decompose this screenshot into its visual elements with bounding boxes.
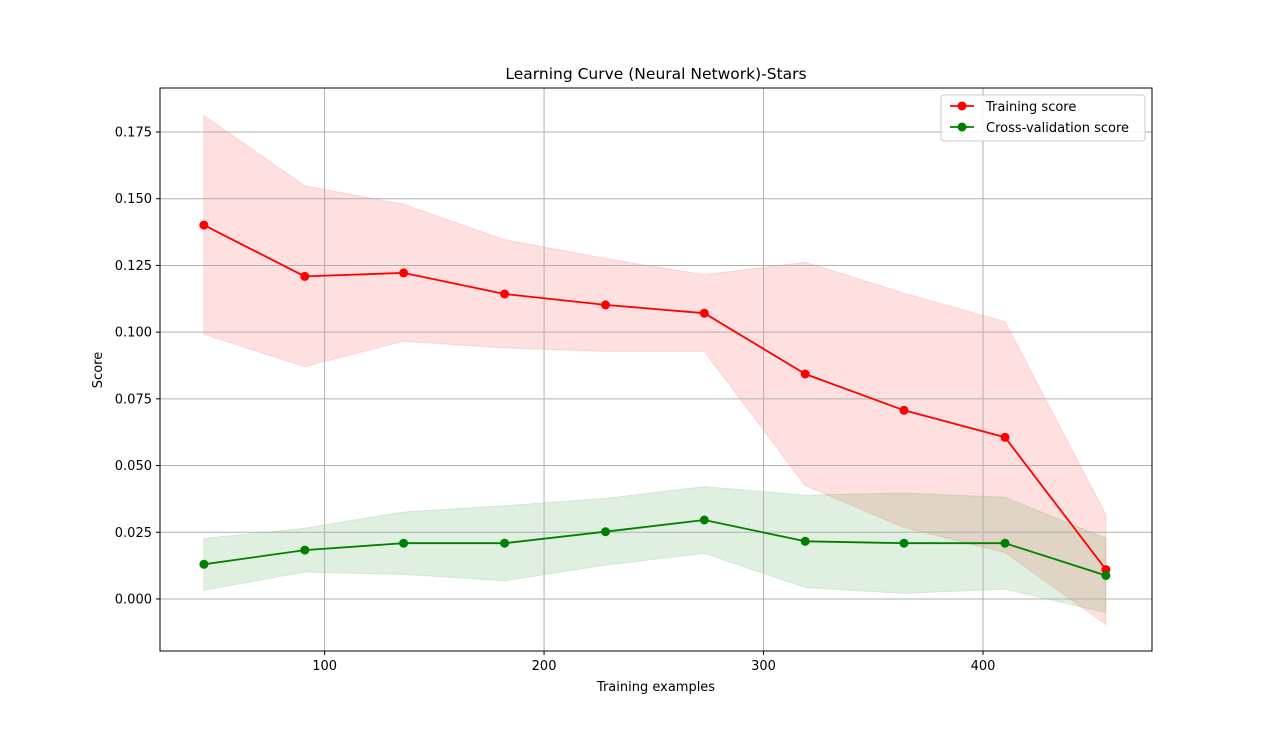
- point-training: [500, 289, 510, 299]
- point-cv: [500, 538, 510, 548]
- point-training: [601, 300, 610, 310]
- confidence-bands: [203, 114, 1107, 626]
- legend: Training score Cross-validation score: [940, 94, 1146, 142]
- x-tick-label: 400: [971, 659, 996, 674]
- x-tick-label: 100: [312, 659, 337, 674]
- plot-frame: [159, 87, 1153, 652]
- y-axis-ticks: 0.000 0.025 0.050 0.075 0.100 0.125 0.150 0.175: [115, 126, 160, 607]
- point-cv: [601, 527, 610, 537]
- point-training: [199, 220, 209, 230]
- y-tick-label: 0.100: [115, 326, 152, 341]
- grid-lines: [160, 88, 1152, 651]
- point-cv: [899, 538, 909, 548]
- x-tick-label: 300: [751, 659, 776, 674]
- y-tick-label: 0.075: [115, 392, 152, 407]
- point-training: [899, 405, 909, 415]
- chart-title: Learning Curve (Neural Network)-Stars: [505, 65, 806, 83]
- point-cv: [1101, 571, 1111, 580]
- legend-box: [940, 94, 1146, 142]
- point-cv: [800, 536, 810, 546]
- x-axis-ticks: 100 200 300 400: [312, 651, 995, 674]
- line-cv: [203, 519, 1107, 577]
- series-lines: [203, 224, 1107, 577]
- point-training: [699, 308, 709, 318]
- y-axis-label: Score: [91, 352, 106, 388]
- point-cv: [300, 545, 310, 555]
- legend-label-training: Training score: [985, 100, 1076, 115]
- y-tick-label: 0.150: [115, 192, 152, 207]
- band-training: [203, 114, 1107, 626]
- y-tick-label: 0.050: [115, 459, 152, 474]
- point-training: [399, 268, 409, 278]
- point-training: [300, 271, 310, 281]
- y-tick-label: 0.125: [115, 259, 152, 274]
- legend-marker-training: [957, 101, 967, 111]
- point-training: [800, 369, 810, 379]
- legend-label-cv: Cross-validation score: [986, 121, 1129, 136]
- legend-marker-cv: [957, 122, 967, 132]
- x-axis-label: Training examples: [596, 680, 715, 695]
- line-training: [203, 224, 1107, 571]
- series-points: [199, 220, 1111, 580]
- point-cv: [699, 515, 709, 525]
- y-tick-label: 0.025: [115, 526, 152, 541]
- y-tick-label: 0.175: [115, 126, 152, 141]
- point-cv: [399, 538, 409, 548]
- point-cv: [1000, 538, 1010, 548]
- band-cv: [203, 486, 1107, 614]
- y-tick-label: 0.000: [115, 592, 152, 607]
- point-cv: [199, 559, 209, 569]
- point-training: [1000, 432, 1010, 442]
- x-tick-label: 200: [532, 659, 557, 674]
